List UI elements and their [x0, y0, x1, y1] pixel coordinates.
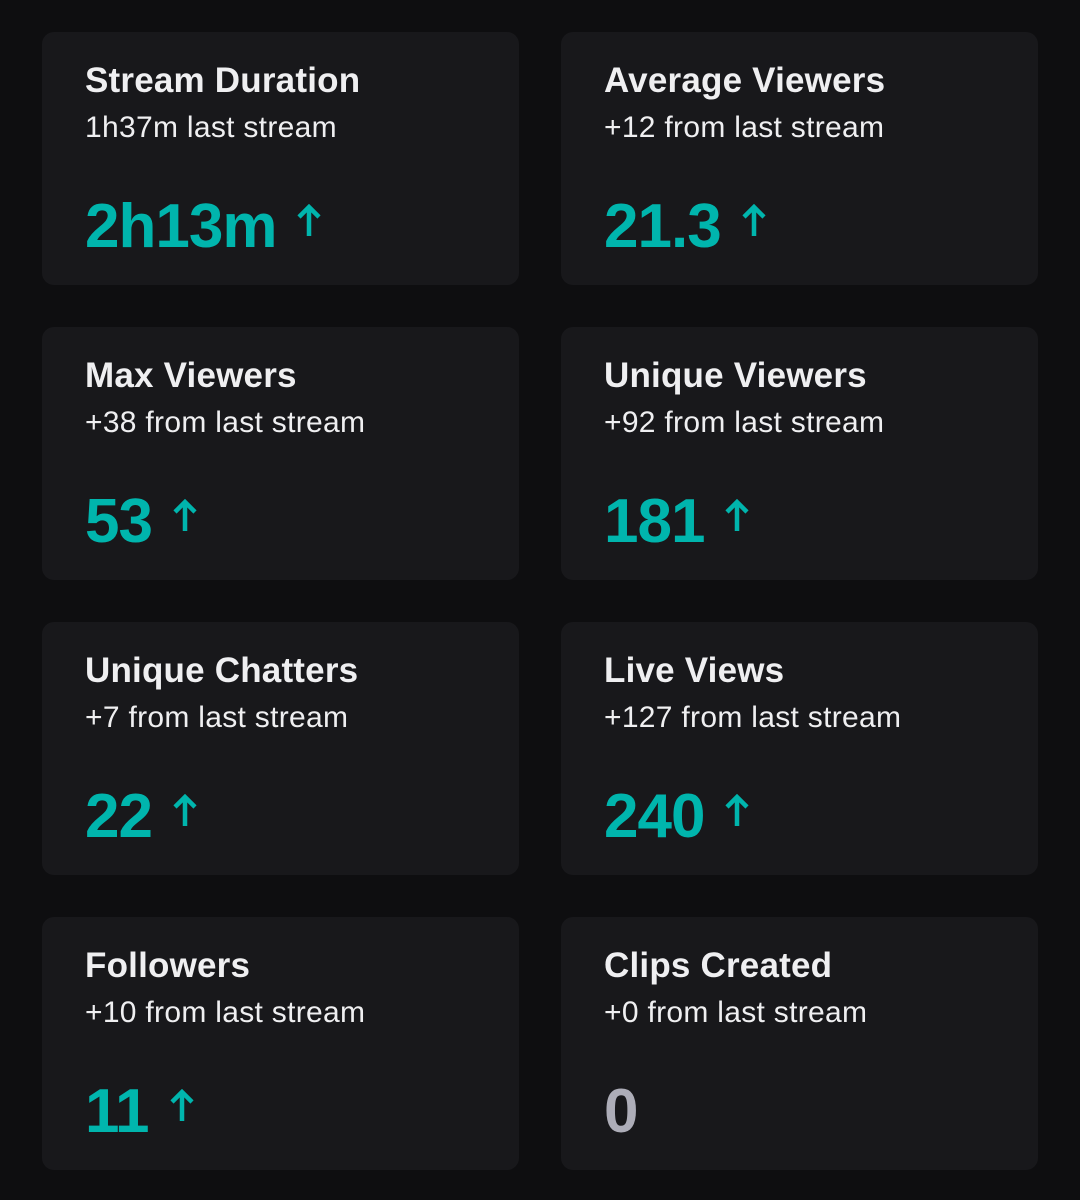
stat-title: Max Viewers [85, 356, 297, 395]
arrow-up-icon [169, 1089, 194, 1121]
stat-value-row: 240 [604, 780, 750, 854]
stat-value: 22 [85, 782, 153, 851]
stat-subtitle: +127 from last stream [604, 701, 902, 734]
arrow-up-icon [742, 204, 766, 236]
stat-value: 2h13m [85, 192, 277, 261]
arrow-up-icon [725, 794, 750, 826]
stat-title: Live Views [604, 651, 785, 690]
stat-card-max-viewers: Max Viewers +38 from last stream 53 [42, 327, 519, 580]
stat-card-unique-viewers: Unique Viewers +92 from last stream 181 [561, 327, 1038, 580]
stat-card-live-views: Live Views +127 from last stream 240 [561, 622, 1038, 875]
stat-subtitle: +38 from last stream [85, 406, 366, 439]
stat-subtitle: 1h37m last stream [85, 111, 337, 144]
arrow-up-icon [173, 499, 197, 531]
stat-value-row: 21.3 [604, 190, 767, 264]
stat-title: Followers [85, 946, 251, 985]
stat-card-unique-chatters: Unique Chatters +7 from last stream 22 [42, 622, 519, 875]
stat-value: 53 [85, 487, 153, 556]
stat-subtitle: +92 from last stream [604, 406, 885, 439]
stat-subtitle: +10 from last stream [85, 996, 366, 1029]
stat-value: 0 [604, 1077, 638, 1146]
stat-title: Unique Viewers [604, 356, 867, 395]
stat-value-row: 181 [604, 485, 750, 559]
stat-value-row: 2h13m [85, 190, 322, 264]
stat-card-clips-created: Clips Created +0 from last stream 0 [561, 917, 1038, 1170]
stats-grid: Stream Duration 1h37m last stream 2h13m … [42, 32, 1038, 1170]
stat-card-followers: Followers +10 from last stream 11 [42, 917, 519, 1170]
stat-card-stream-duration: Stream Duration 1h37m last stream 2h13m [42, 32, 519, 285]
stat-card-average-viewers: Average Viewers +12 from last stream 21.… [561, 32, 1038, 285]
stat-value-row: 22 [85, 780, 198, 854]
stat-value: 181 [604, 487, 705, 556]
stat-subtitle: +0 from last stream [604, 996, 868, 1029]
stat-title: Unique Chatters [85, 651, 359, 690]
stat-value: 240 [604, 782, 705, 851]
stat-subtitle: +12 from last stream [604, 111, 885, 144]
stat-value-row: 53 [85, 485, 198, 559]
stat-subtitle: +7 from last stream [85, 701, 349, 734]
stat-value-row: 0 [604, 1075, 638, 1149]
arrow-up-icon [297, 204, 322, 236]
stat-title: Average Viewers [604, 61, 886, 100]
arrow-up-icon [725, 499, 750, 531]
stat-title: Stream Duration [85, 61, 361, 100]
stat-value: 11 [85, 1077, 150, 1146]
stat-title: Clips Created [604, 946, 833, 985]
stat-value: 21.3 [604, 192, 722, 261]
stat-value-row: 11 [85, 1075, 195, 1149]
arrow-up-icon [173, 794, 197, 826]
